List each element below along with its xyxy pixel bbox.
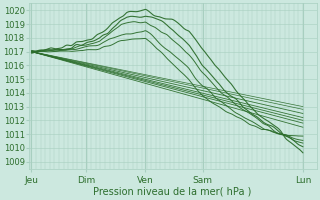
X-axis label: Pression niveau de la mer( hPa ): Pression niveau de la mer( hPa ): [93, 187, 252, 197]
